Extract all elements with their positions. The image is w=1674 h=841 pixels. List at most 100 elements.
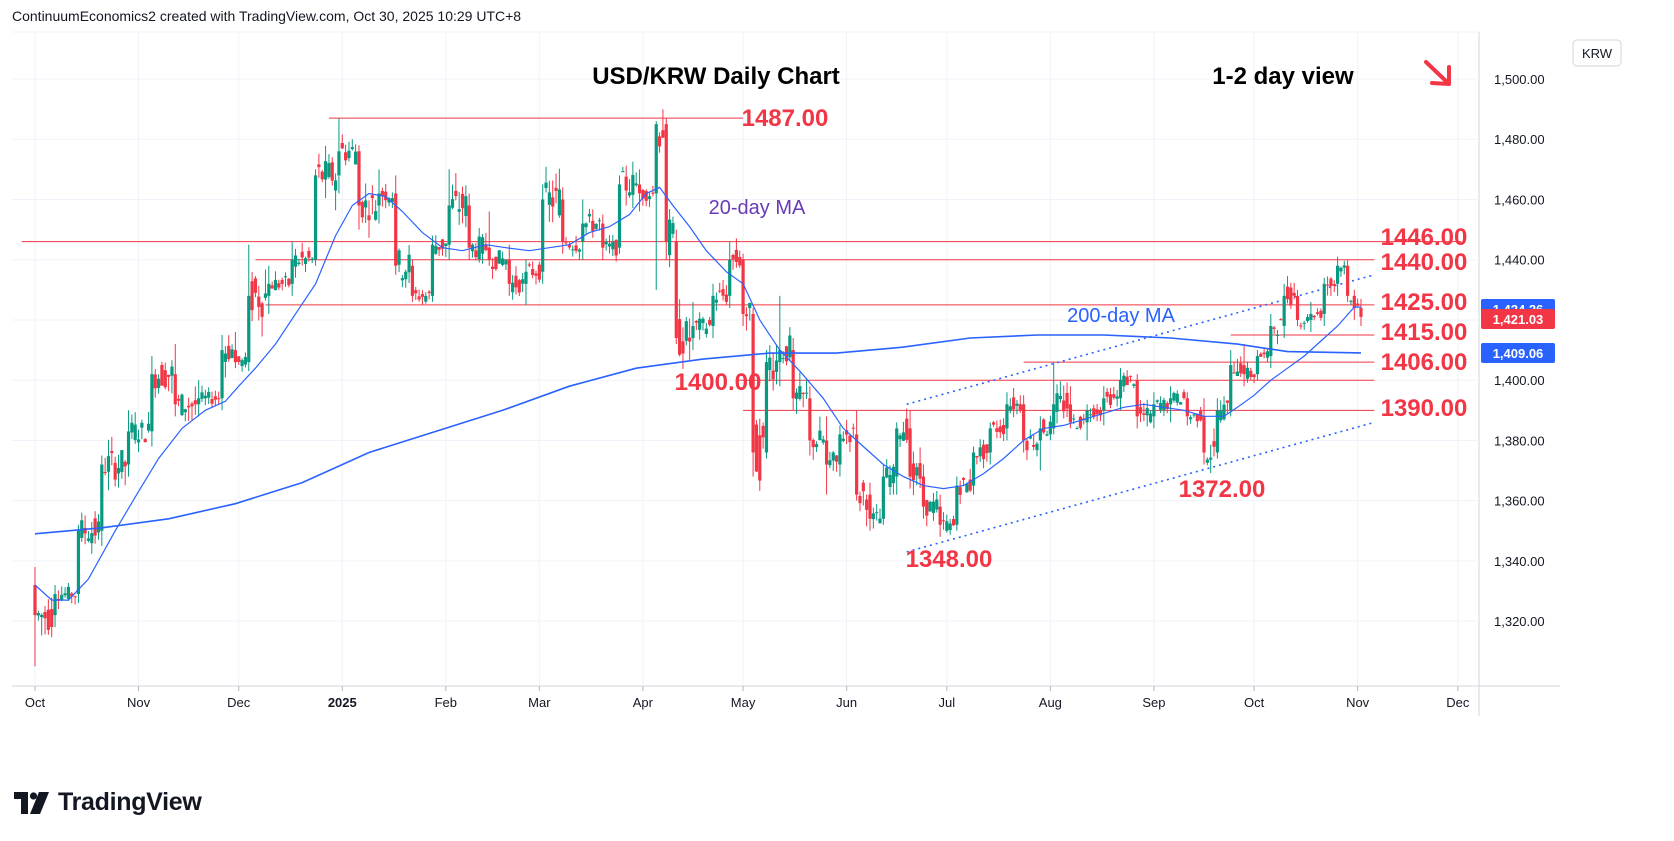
candle-body <box>1015 403 1019 406</box>
candle-body <box>641 190 645 199</box>
candle-body <box>1222 404 1226 420</box>
candle-body <box>1269 325 1273 357</box>
candle-body <box>1028 436 1032 439</box>
candle-body <box>1209 457 1213 460</box>
candle-body <box>494 256 498 270</box>
candle-body <box>113 462 117 480</box>
candle-body <box>845 430 849 435</box>
candle-body <box>1242 365 1246 375</box>
candle-body <box>1235 371 1239 377</box>
candle-body <box>671 223 675 234</box>
candle-body <box>474 250 478 258</box>
candle-body <box>1085 410 1089 423</box>
candle-body <box>978 447 982 457</box>
candle-body <box>287 278 291 286</box>
candle-body <box>454 190 458 197</box>
tradingview-logo[interactable]: TradingView <box>14 788 202 817</box>
candle-body <box>958 487 962 495</box>
level-label-1400-00: 1400.00 <box>675 369 762 396</box>
candle-body <box>824 440 829 465</box>
candle-body <box>1142 413 1146 415</box>
candle-body <box>273 279 278 291</box>
candle-body <box>637 184 642 194</box>
candle-body <box>447 205 451 245</box>
candle-body <box>945 521 949 531</box>
x-tick-label: May <box>731 695 756 710</box>
candle-body <box>871 513 875 520</box>
x-tick-label: Mar <box>528 695 551 710</box>
candle-body <box>915 467 919 476</box>
currency-badge[interactable]: KRW <box>1572 39 1622 67</box>
candle-body <box>965 483 969 493</box>
candle-body <box>534 273 538 276</box>
price-tag-label: 1,409.06 <box>1493 346 1544 361</box>
candle-body <box>721 289 725 296</box>
candle-body <box>1332 283 1336 286</box>
candle-body <box>584 223 588 228</box>
candle-body <box>971 452 976 486</box>
candle-body <box>130 422 134 433</box>
chart-title: USD/KRW Daily Chart <box>592 63 840 90</box>
candle-body <box>517 280 521 293</box>
candle-body <box>1352 295 1356 308</box>
candle-body <box>841 438 845 441</box>
candle-body <box>1132 384 1136 386</box>
candle-body <box>297 262 301 264</box>
candle-body <box>1135 380 1139 417</box>
candle-body <box>1152 404 1156 417</box>
y-axis[interactable]: 1,320.00 1,340.00 1,360.00 1,380.00 1,400.00… <box>1481 72 1555 629</box>
level-label-1372-00: 1372.00 <box>1179 476 1266 503</box>
candle-body <box>1356 303 1360 306</box>
candle-body <box>868 494 872 519</box>
candle-body <box>427 291 431 294</box>
candle-body <box>347 150 351 159</box>
candle-body <box>50 609 54 628</box>
candle-body <box>1192 414 1196 416</box>
candle-body <box>60 594 64 600</box>
candle-body <box>410 265 415 296</box>
candle-body <box>1195 413 1199 422</box>
y-tick-label: 1,320.00 <box>1494 614 1545 629</box>
candle-body <box>183 409 187 413</box>
candle-body <box>46 609 50 630</box>
candle-body <box>434 245 438 254</box>
candle-body <box>133 424 137 441</box>
candle-body <box>1342 265 1346 268</box>
level-label-1487-00: 1487.00 <box>742 105 829 132</box>
candle-body <box>531 269 535 275</box>
candle-body <box>865 499 869 510</box>
candle-body <box>1265 351 1270 358</box>
candle-body <box>524 271 528 284</box>
candle-body <box>116 467 121 474</box>
candle-body <box>1052 404 1056 429</box>
candle-body <box>537 264 541 280</box>
candle-body <box>1245 367 1250 379</box>
candle-body <box>106 456 111 472</box>
candle-body <box>1212 441 1216 447</box>
candle-body <box>1138 407 1143 414</box>
candle-body <box>1229 365 1233 411</box>
candle-body <box>1118 380 1123 399</box>
candle-body <box>387 198 391 203</box>
candle-body <box>250 281 254 311</box>
candle-body <box>307 250 311 258</box>
candle-body <box>1038 428 1042 441</box>
candle-body <box>758 435 762 481</box>
candle-body <box>257 296 261 307</box>
tradingview-brand-label: TradingView <box>58 788 202 816</box>
candle-body <box>838 434 842 465</box>
candle-body <box>247 295 251 363</box>
candle-body <box>1128 375 1133 377</box>
candle-body <box>190 403 194 407</box>
x-tick-label: Jun <box>836 695 857 710</box>
candle-body <box>1259 353 1263 357</box>
candle-body <box>668 219 672 256</box>
candle-body <box>514 275 518 288</box>
candle-body <box>1302 322 1306 324</box>
y-tick-label: 1,360.00 <box>1494 494 1545 509</box>
x-tick-label: Sep <box>1142 695 1165 710</box>
candle-body <box>905 418 909 440</box>
candle-body <box>1339 267 1343 272</box>
candle-body <box>86 538 91 541</box>
